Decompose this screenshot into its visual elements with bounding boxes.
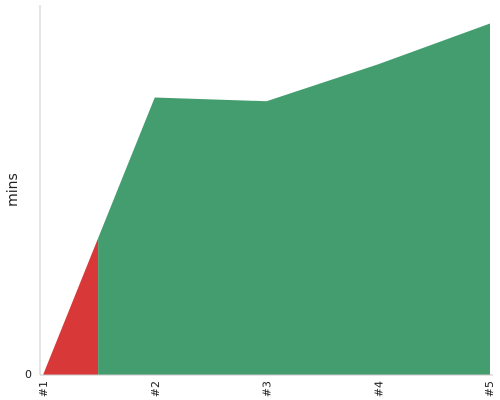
y-tick-label: 0 — [25, 368, 32, 381]
x-tick-label: #4 — [372, 381, 385, 397]
area-below-threshold — [43, 238, 99, 375]
x-tick-label: #2 — [149, 381, 162, 397]
x-tick-label: #3 — [261, 381, 274, 397]
area-above-threshold — [98, 23, 490, 375]
x-tick-label: #1 — [37, 381, 50, 397]
x-tick-labels: #1 #2 #3 #4 #5 — [37, 381, 496, 397]
plot-area — [43, 23, 490, 375]
y-axis-title: mins — [5, 173, 21, 207]
x-tick-label: #5 — [483, 381, 496, 397]
